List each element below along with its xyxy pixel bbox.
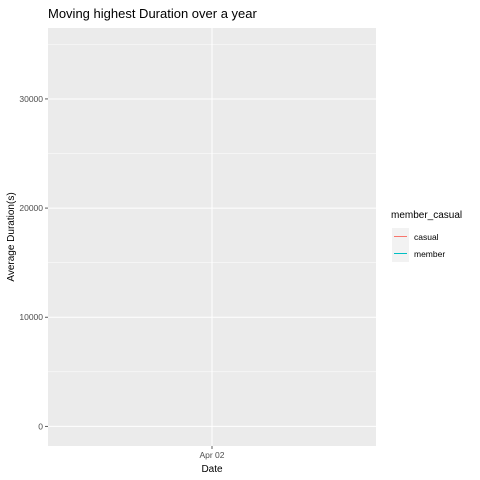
y-axis-ticks: 0 10000 20000 30000 [19,94,48,431]
y-axis-label: Average Duration(s) [6,192,17,281]
chart-title: Moving highest Duration over a year [48,6,258,21]
major-gridlines [48,28,376,446]
legend-label-casual: casual [414,232,439,242]
y-tick-label: 10000 [19,312,43,322]
x-axis-ticks: Apr 02 [199,446,225,460]
x-axis-label: Date [201,464,223,475]
legend-label-member: member [414,249,445,259]
legend: member_casual casual member [391,210,462,262]
x-tick-label: Apr 02 [199,450,224,460]
legend-entries: casual member [392,228,445,262]
legend-title: member_casual [391,210,462,221]
y-tick-label: 30000 [19,94,43,104]
y-tick-label: 0 [38,421,43,431]
y-tick-label: 20000 [19,203,43,213]
